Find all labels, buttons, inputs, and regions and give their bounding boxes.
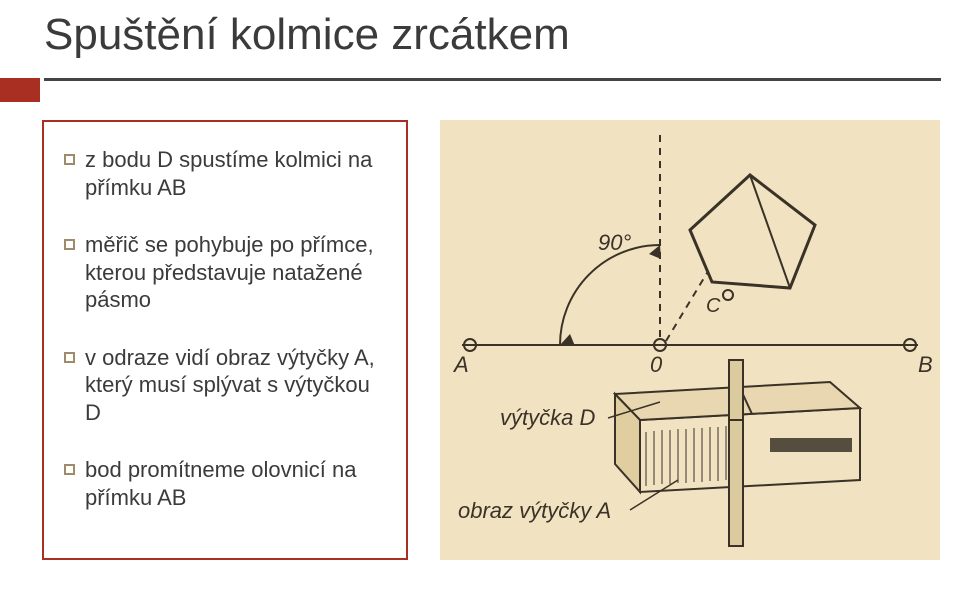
label-B: B — [918, 352, 933, 377]
label-A: A — [452, 352, 469, 377]
label-O: 0 — [650, 352, 663, 377]
bullet-text: měřič se pohybuje po přímce, kterou před… — [85, 231, 386, 314]
bullet-text: z bodu D spustíme kolmici na přímku AB — [85, 146, 386, 201]
bullet-icon — [64, 352, 75, 363]
list-item: v odraze vidí obraz výtyčky A, který mus… — [64, 344, 386, 427]
bullet-icon — [64, 239, 75, 250]
list-item: měřič se pohybuje po přímce, kterou před… — [64, 231, 386, 314]
bullet-icon — [64, 464, 75, 475]
label-C: C — [706, 295, 721, 317]
bullet-text: bod promítneme olovnicí na přímku AB — [85, 456, 386, 511]
label-vytycka-d: výtyčka D — [500, 405, 595, 430]
bullet-panel: z bodu D spustíme kolmici na přímku AB m… — [42, 120, 408, 560]
label-angle: 90° — [598, 230, 631, 255]
list-item: z bodu D spustíme kolmici na přímku AB — [64, 146, 386, 201]
page-title: Spuštění kolmice zrcátkem — [44, 10, 570, 60]
diagram-figure: 90° A B 0 C — [440, 120, 940, 560]
bullet-icon — [64, 154, 75, 165]
list-item: bod promítneme olovnicí na přímku AB — [64, 456, 386, 511]
horizontal-rule — [44, 78, 941, 81]
label-obraz-vytycky-a: obraz výtyčky A — [458, 498, 611, 523]
accent-block — [0, 78, 40, 102]
bullet-text: v odraze vidí obraz výtyčky A, který mus… — [85, 344, 386, 427]
